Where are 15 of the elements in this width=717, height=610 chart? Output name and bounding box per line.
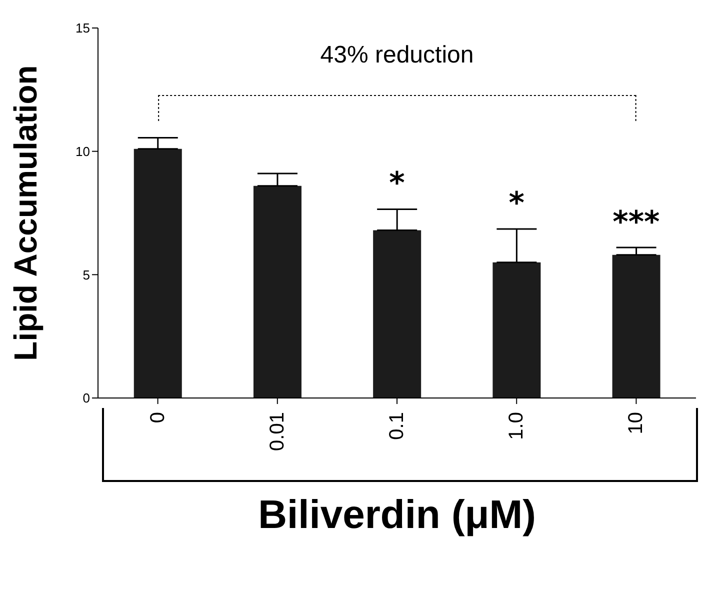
x-tick-label: 0.01 — [266, 412, 288, 451]
y-tick-label: 5 — [82, 267, 90, 282]
x-axis-title: Biliverdin (μM) — [257, 493, 537, 538]
x-tick-label: 10 — [625, 412, 648, 434]
x-tick-label: 0.1 — [386, 412, 408, 440]
y-tick-label: 10 — [76, 144, 90, 159]
x-tick-label: 1.0 — [506, 412, 528, 440]
x-tick-label: 0 — [146, 412, 169, 424]
annotation: 43% reduction — [320, 42, 474, 69]
y-axis-title: Lipid Accumulation — [7, 65, 44, 361]
annotation: * — [388, 166, 406, 202]
annotation: * — [508, 186, 526, 222]
y-tick-label: 15 — [76, 20, 90, 36]
annotation: *** — [612, 204, 661, 240]
y-tick-label: 0 — [82, 390, 90, 406]
